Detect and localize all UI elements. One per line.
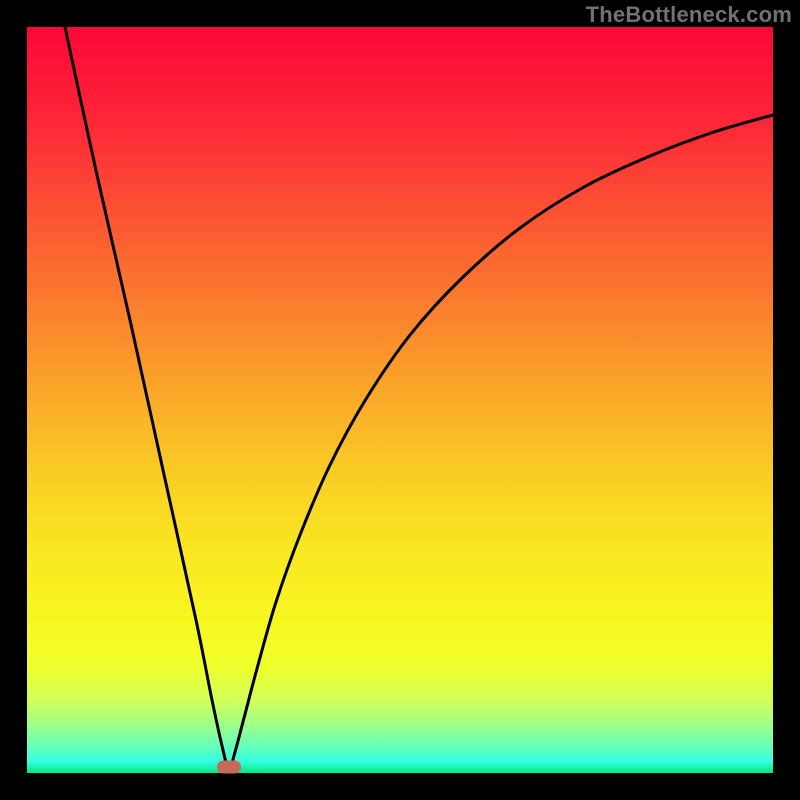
chart-stage: TheBottleneck.com (0, 0, 800, 800)
plot-area (27, 27, 773, 773)
watermark-text: TheBottleneck.com (586, 2, 792, 28)
curve-min-marker (217, 761, 241, 774)
chart-svg (0, 0, 800, 800)
